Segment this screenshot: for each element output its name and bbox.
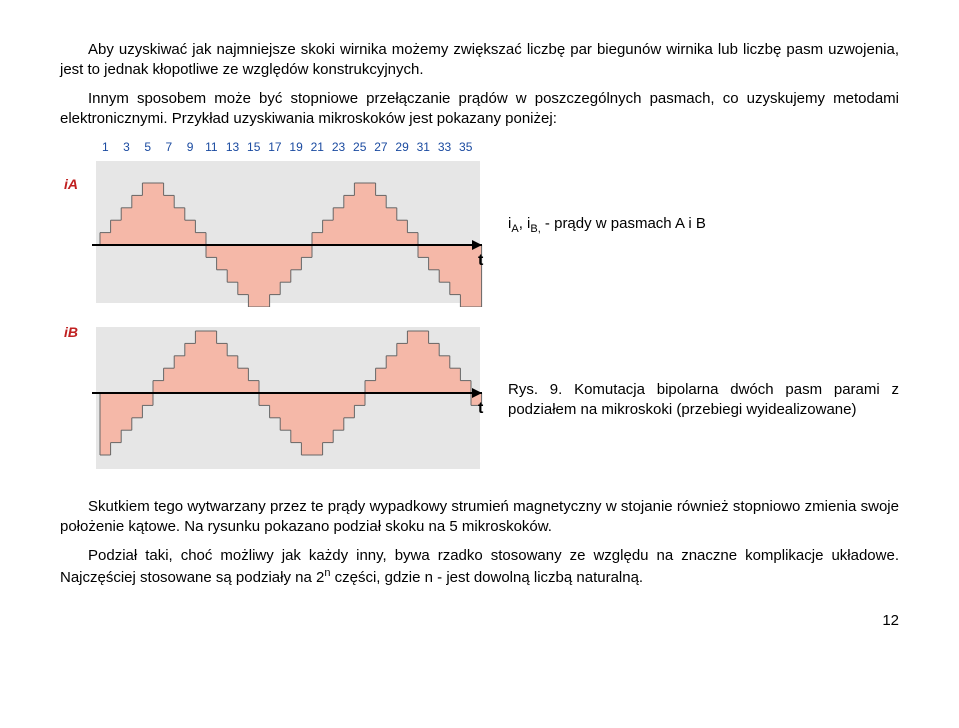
svg-text:33: 33 [438,140,452,154]
svg-text:23: 23 [332,140,346,154]
paragraph-4: Podział taki, choć możliwy jak każdy inn… [60,546,899,589]
svg-text:9: 9 [187,140,194,154]
svg-text:17: 17 [268,140,282,154]
svg-text:19: 19 [289,140,303,154]
paragraph-1: Aby uzyskiwać jak najmniejsze skoki wirn… [60,40,899,81]
svg-text:15: 15 [247,140,261,154]
svg-text:25: 25 [353,140,367,154]
p4-b: części, gdzie n - jest dowolną liczbą na… [330,569,643,586]
chart-panel-a: tiA1357911131517192123252729313335 [60,139,490,311]
figure-caption: Rys. 9. Komutacja bipolarna dwóch pasm p… [508,380,899,421]
svg-text:35: 35 [459,140,473,154]
paragraph-3: Skutkiem tego wytwarzany przez te prądy … [60,497,899,538]
svg-text:31: 31 [417,140,431,154]
svg-text:iB: iB [64,324,78,340]
chart-panel-b: t iB [60,323,490,477]
svg-text:iA: iA [64,176,78,192]
svg-text:1: 1 [102,140,109,154]
svg-text:13: 13 [226,140,240,154]
svg-text:t: t [478,400,484,417]
figure-9: tiA1357911131517192123252729313335 iA, i… [60,139,899,477]
caption-post: - prądy w pasmach A i B [541,215,706,232]
caption-ia-sub: A [511,223,518,235]
svg-text:11: 11 [205,140,218,154]
svg-text:t: t [478,252,484,269]
svg-text:29: 29 [395,140,409,154]
svg-text:27: 27 [374,140,388,154]
svg-text:7: 7 [166,140,173,154]
svg-text:5: 5 [144,140,151,154]
page-number: 12 [60,612,899,629]
caption-ib-sub: B, [530,223,540,235]
caption-currents: iA, iB, - prądy w pasmach A i B [508,214,899,237]
svg-text:3: 3 [123,140,130,154]
caption-mid: , i [519,215,531,232]
paragraph-2: Innym sposobem może być stopniowe przełą… [60,89,899,130]
svg-text:21: 21 [311,140,325,154]
